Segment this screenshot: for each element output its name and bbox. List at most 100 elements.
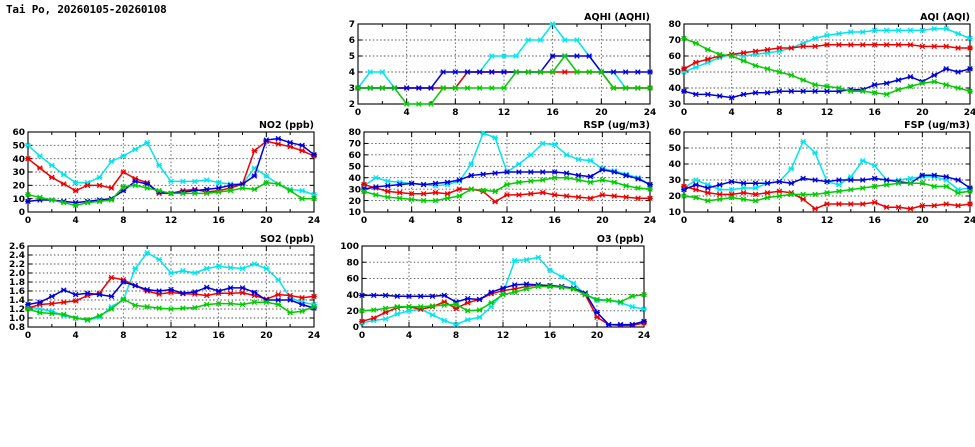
chart-title-so2: SO2 (ppb) <box>260 234 314 245</box>
x-tick-label: 0 <box>359 331 365 341</box>
x-tick-label: 8 <box>120 331 126 341</box>
x-tick-label: 0 <box>681 108 687 118</box>
x-tick-label: 16 <box>868 216 881 226</box>
chart-svg-so2: SO2 (ppb) 0.81.01.21.41.61.82.02.22.42.6 0… <box>9 234 321 341</box>
y-tick-label: 4 <box>349 68 355 78</box>
y-tick-label: 5 <box>349 52 355 62</box>
y-tick-label: 30 <box>668 176 681 186</box>
series-markers-day3 <box>25 279 317 311</box>
y-tick-label: 1.8 <box>9 278 25 288</box>
x-tick-label: 0 <box>681 216 687 226</box>
x-tick-label: 24 <box>638 331 651 341</box>
y-tick-label: 80 <box>668 20 681 30</box>
x-tick-label: 8 <box>120 216 126 226</box>
y-tick-label: 30 <box>348 185 361 195</box>
x-tick-label: 8 <box>776 216 782 226</box>
y-tick-label: 6 <box>349 36 355 46</box>
series-line-day1 <box>27 141 315 196</box>
y-tick-label: 60 <box>348 151 361 161</box>
y-tick-label: 1.4 <box>9 296 25 306</box>
chart-svg-no2: NO2 (ppb) 0 10 20 30 40 50 60 0 4 8 12 16 20 24 <box>12 120 320 226</box>
y-tick-label: 50 <box>668 144 681 154</box>
series-markers-day4 <box>355 53 653 107</box>
y-tick-label: 60 <box>346 275 359 285</box>
x-tick-label: 12 <box>497 331 510 341</box>
x-tick-label: 20 <box>916 216 929 226</box>
x-tick-label: 20 <box>596 216 609 226</box>
y-tick-label: 60 <box>668 128 681 138</box>
x-tick-label: 4 <box>409 216 415 226</box>
y-tick-label: 70 <box>348 140 361 150</box>
y-tick-label: 60 <box>668 52 681 62</box>
y-tick-label: 20 <box>12 182 25 192</box>
x-tick-label: 4 <box>73 216 79 226</box>
x-tick-label: 24 <box>644 108 657 118</box>
y-tick-label: 70 <box>668 36 681 46</box>
y-tick-label: 40 <box>346 291 359 301</box>
x-tick-label: 12 <box>821 108 834 118</box>
series-markers-day3 <box>361 166 653 192</box>
y-tick-label: 1.0 <box>9 314 25 324</box>
x-tick-label: 16 <box>548 216 561 226</box>
series-markers-day4 <box>681 180 973 204</box>
chart-title-aqhi: AQHI (AQHI) <box>584 12 650 23</box>
y-tick-label: 10 <box>348 208 361 218</box>
y-tick-label: 2.0 <box>9 269 25 279</box>
chart-title-o3: O3 (ppb) <box>597 234 644 245</box>
x-tick-label: 0 <box>25 216 31 226</box>
x-tick-label: 4 <box>406 331 412 341</box>
x-tick-label: 0 <box>361 216 367 226</box>
y-tick-label: 30 <box>12 168 25 178</box>
y-tick-label: 60 <box>12 128 25 138</box>
chart-title-no2: NO2 (ppb) <box>259 120 314 131</box>
y-tick-label: 2.6 <box>9 242 25 252</box>
chart-title-rsp: RSP (ug/m3) <box>583 120 650 131</box>
series-markers-day2 <box>25 138 317 197</box>
x-tick-label: 12 <box>165 331 178 341</box>
series-markers-day4 <box>359 283 647 314</box>
y-tick-label: 20 <box>346 307 359 317</box>
x-tick-label: 20 <box>916 108 929 118</box>
y-tick-label: 0 <box>353 323 359 333</box>
series-markers-day3 <box>25 135 317 206</box>
x-tick-label: 12 <box>165 216 178 226</box>
y-tick-label: 80 <box>346 258 359 268</box>
y-tick-label: 40 <box>348 174 361 184</box>
y-tick-label: 10 <box>668 208 681 218</box>
chart-panel-fsp: FSP (ug/m3) 10 20 30 40 50 60 0 4 8 12 16 20 24 <box>656 118 975 230</box>
y-tick-label: 0.8 <box>9 323 25 333</box>
y-tick-label: 20 <box>348 197 361 207</box>
y-tick-label: 40 <box>668 160 681 170</box>
y-tick-label: 2.4 <box>9 251 25 261</box>
x-tick-label: 24 <box>964 108 975 118</box>
series-markers-day1 <box>681 26 973 75</box>
x-tick-label: 24 <box>308 331 321 341</box>
y-tick-label: 10 <box>12 195 25 205</box>
y-tick-label: 0 <box>19 208 25 218</box>
x-tick-label: 16 <box>546 108 559 118</box>
series-line-day2 <box>27 140 315 195</box>
x-tick-label: 12 <box>501 216 514 226</box>
x-tick-label: 0 <box>25 331 31 341</box>
chart-title-aqi: AQI (AQI) <box>920 12 970 23</box>
chart-svg-fsp: FSP (ug/m3) 10 20 30 40 50 60 0 4 8 12 16 20 24 <box>668 120 975 226</box>
chart-svg-o3: O3 (ppb) 0 20 40 60 80 100 0 4 8 12 16 20 24 <box>340 234 651 341</box>
series-markers-day2 <box>361 181 653 205</box>
x-tick-label: 24 <box>644 216 657 226</box>
x-tick-label: 8 <box>456 216 462 226</box>
page-title: Tai Po, 20260105-20260108 <box>6 3 167 16</box>
chart-panel-aqhi: AQHI (AQHI) 2 3 4 5 6 7 0 4 8 12 16 20 24 <box>336 10 658 122</box>
y-tick-label: 40 <box>12 155 25 165</box>
series-markers-day4 <box>361 174 653 204</box>
y-tick-label: 7 <box>349 20 355 30</box>
chart-panel-so2: SO2 (ppb) 0.8 1.0 1.2 1.4 1.6 1.8 2.0 2.2 2.4 2.6 0… <box>0 232 322 347</box>
series-markers-day4 <box>681 35 973 98</box>
x-tick-label: 4 <box>729 216 735 226</box>
x-tick-label: 20 <box>260 331 273 341</box>
chart-panel-no2: NO2 (ppb) 0 10 20 30 40 50 60 0 4 8 12 16 20 24 <box>0 118 322 230</box>
y-tick-label: 30 <box>668 100 681 110</box>
y-tick-label: 80 <box>348 128 361 138</box>
y-tick-label: 50 <box>12 142 25 152</box>
x-tick-label: 24 <box>964 216 975 226</box>
